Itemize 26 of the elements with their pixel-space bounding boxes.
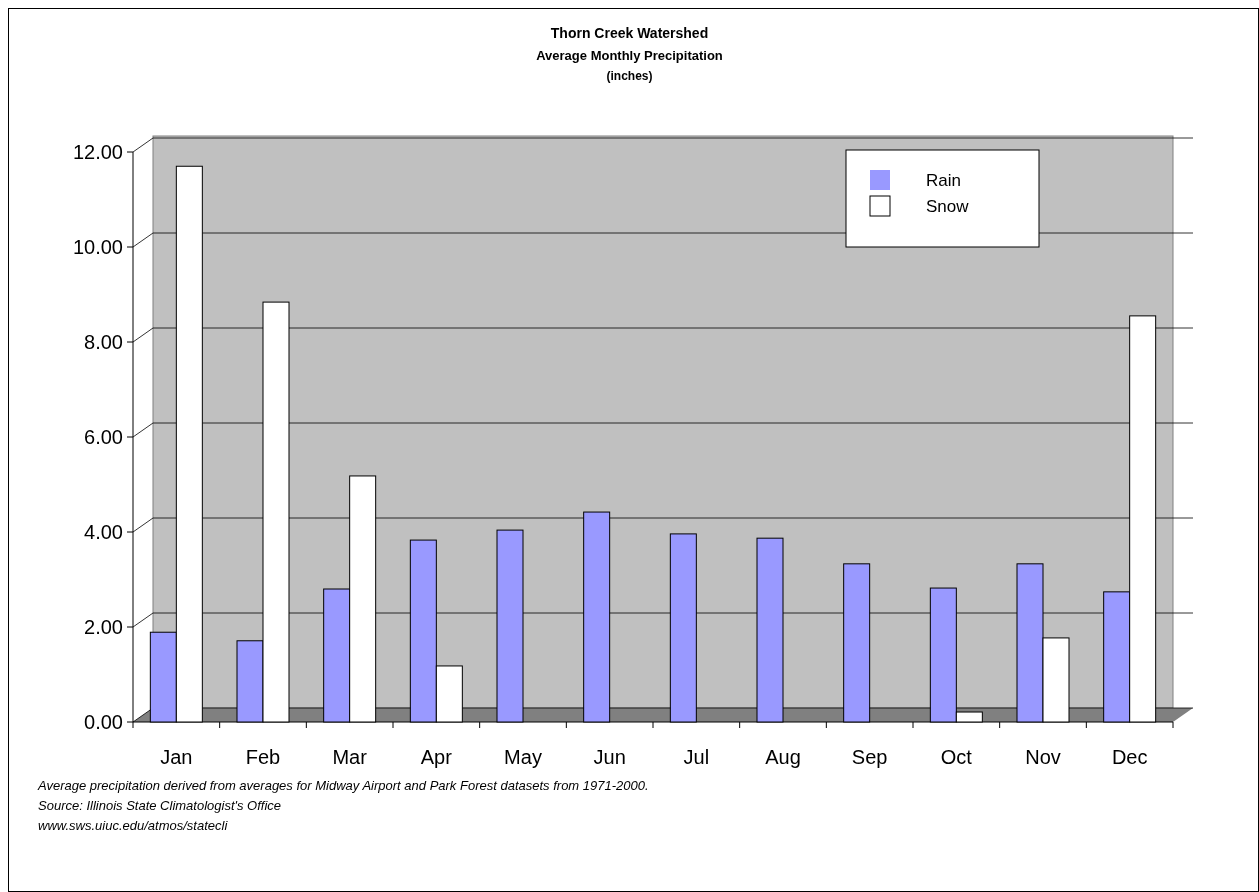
x-tick-label: Aug bbox=[765, 746, 801, 768]
y-tick-label: 6.00 bbox=[84, 426, 123, 448]
y-tick-label: 0.00 bbox=[84, 711, 123, 733]
x-tick-label: Jul bbox=[683, 746, 710, 768]
legend-label: Rain bbox=[926, 170, 961, 190]
y-tick-label: 10.00 bbox=[72, 236, 123, 258]
legend-label: Snow bbox=[926, 196, 970, 216]
x-tick-label: Jan bbox=[160, 746, 193, 768]
y-tick-label: 8.00 bbox=[84, 331, 123, 353]
x-tick-label: Jun bbox=[593, 746, 626, 768]
text: www.sws.uiuc.edu/atmos/statecli bbox=[38, 818, 229, 833]
x-tick-label: Feb bbox=[245, 746, 281, 768]
x-tick-label: Sep bbox=[851, 746, 888, 768]
chart-title: Thorn Creek Watershed bbox=[550, 25, 709, 41]
y-tick-label: 2.00 bbox=[84, 616, 123, 638]
source-note: Source: Illinois State Climatologist's Office bbox=[38, 798, 282, 813]
x-tick-label: Dec bbox=[1111, 746, 1148, 768]
x-tick-label: Apr bbox=[420, 746, 453, 768]
text: Average precipitation derived from averages for Midway Airport and Park Forest datasets from 1971-2000. bbox=[37, 778, 649, 793]
x-tick-label: Mar bbox=[332, 746, 368, 768]
x-tick-label: Oct bbox=[940, 746, 973, 768]
x-tick-label: Nov bbox=[1025, 746, 1061, 768]
x-tick-label: May bbox=[504, 746, 542, 768]
y-tick-label: 12.00 bbox=[72, 141, 123, 163]
chart-subtitle: Average Monthly Precipitation (inches) bbox=[536, 48, 723, 83]
y-tick-label: 4.00 bbox=[84, 521, 123, 543]
